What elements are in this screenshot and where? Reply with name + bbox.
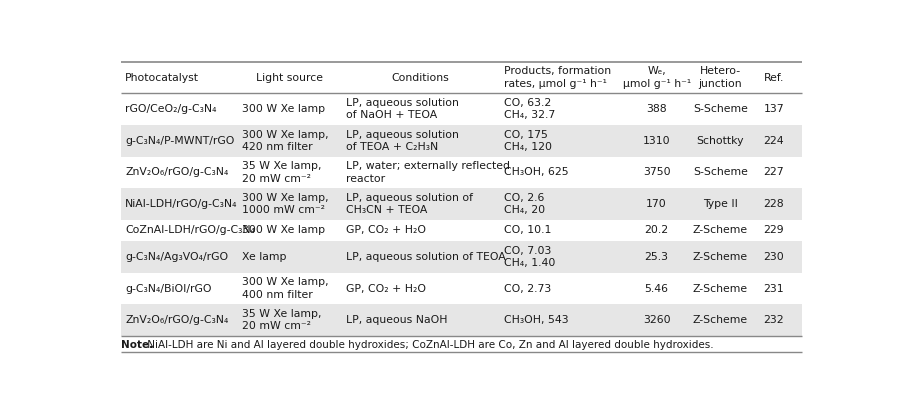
Text: Products, formation
rates, μmol g⁻¹ h⁻¹: Products, formation rates, μmol g⁻¹ h⁻¹ <box>504 66 611 89</box>
Text: LP, aqueous solution
of NaOH + TEOA: LP, aqueous solution of NaOH + TEOA <box>346 98 458 120</box>
Text: Ref.: Ref. <box>763 73 784 83</box>
Text: 35 W Xe lamp,
20 mW cm⁻²: 35 W Xe lamp, 20 mW cm⁻² <box>242 309 321 331</box>
Text: 229: 229 <box>763 226 784 236</box>
Text: LP, aqueous solution
of TEOA + C₂H₃N: LP, aqueous solution of TEOA + C₂H₃N <box>346 130 458 152</box>
Text: NiAl-LDH/rGO/g-C₃N₄: NiAl-LDH/rGO/g-C₃N₄ <box>125 199 238 209</box>
Text: CO, 175
CH₄, 120: CO, 175 CH₄, 120 <box>504 130 552 152</box>
Text: Hetero-
junction: Hetero- junction <box>698 66 742 89</box>
Text: CO, 7.03
CH₄, 1.40: CO, 7.03 CH₄, 1.40 <box>504 246 555 268</box>
Text: 3260: 3260 <box>643 315 670 325</box>
Text: 227: 227 <box>763 167 784 177</box>
Text: CH₃OH, 625: CH₃OH, 625 <box>504 167 568 177</box>
Text: g-C₃N₄/P-MWNT/rGO: g-C₃N₄/P-MWNT/rGO <box>125 136 234 146</box>
Text: Z-Scheme: Z-Scheme <box>693 252 748 262</box>
Text: 137: 137 <box>763 104 784 114</box>
Text: Note.: Note. <box>121 340 153 350</box>
Text: ZnV₂O₆/rGO/g-C₃N₄: ZnV₂O₆/rGO/g-C₃N₄ <box>125 167 229 177</box>
Text: 388: 388 <box>646 104 667 114</box>
Text: CoZnAl-LDH/rGO/g-C₃N₄: CoZnAl-LDH/rGO/g-C₃N₄ <box>125 226 255 236</box>
Bar <box>121 304 802 336</box>
Text: 3750: 3750 <box>643 167 670 177</box>
Text: S-Scheme: S-Scheme <box>693 104 748 114</box>
Text: GP, CO₂ + H₂O: GP, CO₂ + H₂O <box>346 284 426 294</box>
Text: 228: 228 <box>763 199 784 209</box>
Text: CH₃OH, 543: CH₃OH, 543 <box>504 315 568 325</box>
Text: LP, aqueous solution of TEOA: LP, aqueous solution of TEOA <box>346 252 506 262</box>
Bar <box>121 125 802 156</box>
Text: GP, CO₂ + H₂O: GP, CO₂ + H₂O <box>346 226 426 236</box>
Text: 5.46: 5.46 <box>644 284 669 294</box>
Text: 35 W Xe lamp,
20 mW cm⁻²: 35 W Xe lamp, 20 mW cm⁻² <box>242 161 321 184</box>
Text: Z-Scheme: Z-Scheme <box>693 226 748 236</box>
Text: Conditions: Conditions <box>392 73 449 83</box>
Text: Z-Scheme: Z-Scheme <box>693 315 748 325</box>
Text: g-C₃N₄/BiOI/rGO: g-C₃N₄/BiOI/rGO <box>125 284 212 294</box>
Text: 300 W Xe lamp,
400 nm filter: 300 W Xe lamp, 400 nm filter <box>242 278 328 300</box>
Text: 300 W Xe lamp,
1000 mW cm⁻²: 300 W Xe lamp, 1000 mW cm⁻² <box>242 193 328 215</box>
Text: Xe lamp: Xe lamp <box>242 252 286 262</box>
Text: CO, 10.1: CO, 10.1 <box>504 226 551 236</box>
Text: Schottky: Schottky <box>697 136 744 146</box>
Text: 224: 224 <box>763 136 784 146</box>
Text: 25.3: 25.3 <box>644 252 669 262</box>
Text: CO, 2.73: CO, 2.73 <box>504 284 551 294</box>
Text: g-C₃N₄/Ag₃VO₄/rGO: g-C₃N₄/Ag₃VO₄/rGO <box>125 252 229 262</box>
Text: 230: 230 <box>763 252 784 262</box>
Text: 300 W Xe lamp: 300 W Xe lamp <box>242 104 325 114</box>
Text: Z-Scheme: Z-Scheme <box>693 284 748 294</box>
Text: NiAl-LDH are Ni and Al layered double hydroxides; CoZnAl-LDH are Co, Zn and Al l: NiAl-LDH are Ni and Al layered double hy… <box>144 340 714 350</box>
Text: rGO/CeO₂/g-C₃N₄: rGO/CeO₂/g-C₃N₄ <box>125 104 217 114</box>
Text: CO, 63.2
CH₄, 32.7: CO, 63.2 CH₄, 32.7 <box>504 98 554 120</box>
Text: Light source: Light source <box>256 73 323 83</box>
Text: Photocatalyst: Photocatalyst <box>125 73 199 83</box>
Text: Wₑ,
μmol g⁻¹ h⁻¹: Wₑ, μmol g⁻¹ h⁻¹ <box>623 66 690 89</box>
Text: 1310: 1310 <box>643 136 670 146</box>
Text: S-Scheme: S-Scheme <box>693 167 748 177</box>
Text: 300 W Xe lamp: 300 W Xe lamp <box>242 226 325 236</box>
Text: LP, aqueous NaOH: LP, aqueous NaOH <box>346 315 447 325</box>
Text: CO, 2.6
CH₄, 20: CO, 2.6 CH₄, 20 <box>504 193 544 215</box>
Text: Type II: Type II <box>703 199 738 209</box>
Text: 232: 232 <box>763 315 784 325</box>
Bar <box>121 188 802 220</box>
Text: ZnV₂O₆/rGO/g-C₃N₄: ZnV₂O₆/rGO/g-C₃N₄ <box>125 315 229 325</box>
Bar <box>121 241 802 273</box>
Text: 170: 170 <box>646 199 667 209</box>
Text: 20.2: 20.2 <box>644 226 669 236</box>
Text: LP, water; externally reflected
reactor: LP, water; externally reflected reactor <box>346 161 509 184</box>
Text: 300 W Xe lamp,
420 nm filter: 300 W Xe lamp, 420 nm filter <box>242 130 328 152</box>
Text: 231: 231 <box>763 284 784 294</box>
Text: LP, aqueous solution of
CH₃CN + TEOA: LP, aqueous solution of CH₃CN + TEOA <box>346 193 472 215</box>
